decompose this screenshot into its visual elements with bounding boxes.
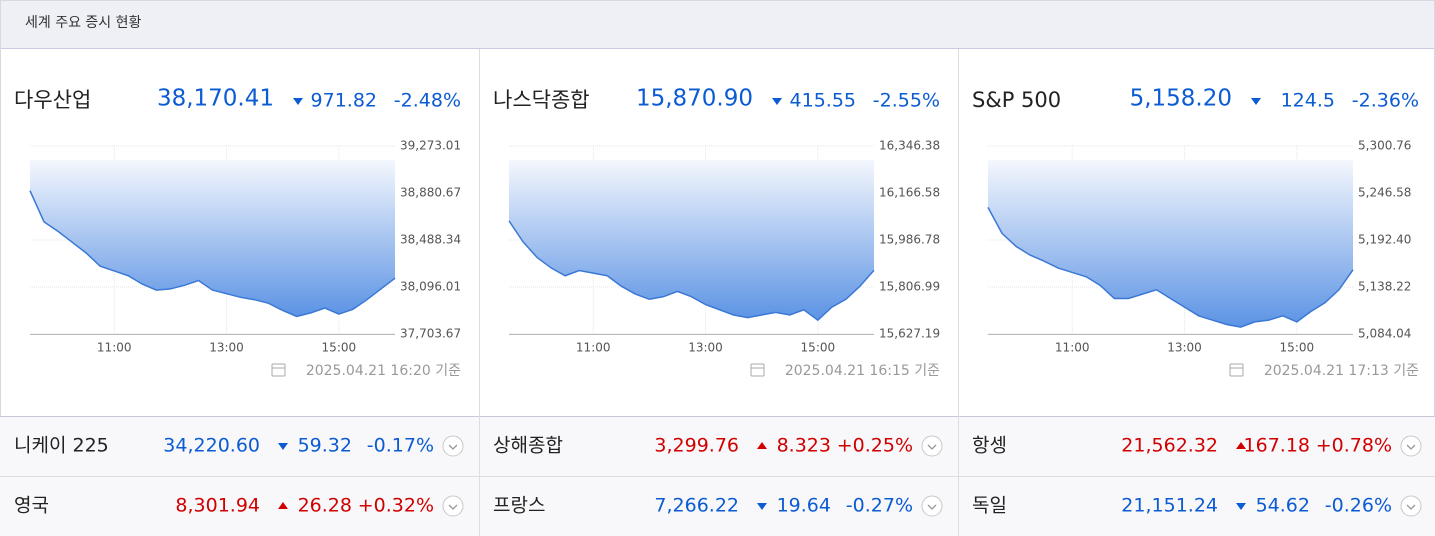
y-tick-label: 15,986.78 <box>879 233 940 247</box>
up-arrow <box>757 442 767 449</box>
price-line <box>29 190 396 318</box>
y-tick-label: 38,488.34 <box>400 233 461 247</box>
x-tick-label: 13:00 <box>688 341 723 355</box>
index-change-pct: -2.48% <box>394 90 461 112</box>
index-change-pct: -2.55% <box>873 90 940 112</box>
y-tick-label: 15,627.19 <box>879 327 940 341</box>
index-change-pct: -2.36% <box>1352 90 1419 112</box>
index-change: 8.323 <box>777 435 831 457</box>
area-fill <box>509 160 874 321</box>
index-change: 971.82 <box>311 90 377 112</box>
x-tick-label: 15:00 <box>322 341 357 355</box>
index-price: 34,220.60 <box>163 435 260 457</box>
y-tick-label: 16,346.38 <box>879 139 940 153</box>
chevron-icon <box>1406 504 1416 510</box>
index-change-pct: +0.78% <box>1316 435 1392 457</box>
chevron-icon <box>1406 444 1416 450</box>
x-tick-label: 15:00 <box>801 341 836 355</box>
index-price: 15,870.90 <box>636 86 753 112</box>
index-name: 프랑스 <box>493 495 545 517</box>
index-price: 5,158.20 <box>1130 86 1232 112</box>
header-bar <box>0 0 1435 48</box>
index-change: 167.18 <box>1244 435 1310 457</box>
up-arrow <box>278 502 288 509</box>
down-arrow <box>772 98 782 105</box>
index-change: 59.32 <box>298 435 352 457</box>
x-tick-label: 11:00 <box>1055 341 1090 355</box>
y-tick-label: 5,084.04 <box>1358 327 1411 341</box>
y-tick-label: 5,192.40 <box>1358 233 1411 247</box>
index-change: 19.64 <box>777 495 831 517</box>
area-fill <box>30 160 395 317</box>
index-name: S&P 500 <box>972 88 1061 112</box>
expand-button[interactable] <box>921 435 943 457</box>
y-tick-label: 16,166.58 <box>879 186 940 200</box>
index-price: 38,170.41 <box>157 86 274 112</box>
index-change-pct: -0.27% <box>846 495 913 517</box>
x-tick-label: 11:00 <box>576 341 611 355</box>
y-tick-label: 38,096.01 <box>400 279 461 293</box>
header-title: 세계 주요 증시 현황 <box>25 15 142 31</box>
expand-button[interactable] <box>442 435 464 457</box>
y-tick-label: 5,300.76 <box>1358 139 1411 153</box>
x-tick-label: 15:00 <box>1280 341 1315 355</box>
expand-button[interactable] <box>1400 435 1422 457</box>
calendar-icon <box>750 363 765 377</box>
down-arrow <box>757 503 767 510</box>
down-arrow <box>293 98 303 105</box>
index-change: 54.62 <box>1256 495 1310 517</box>
timestamp: 2025.04.21 17:13 기준 <box>1264 363 1419 379</box>
expand-button[interactable] <box>1400 495 1422 517</box>
y-tick-label: 15,806.99 <box>879 279 940 293</box>
index-price: 8,301.94 <box>175 495 260 517</box>
area-fill <box>988 160 1353 328</box>
down-arrow <box>278 443 288 450</box>
calendar-icon <box>271 363 286 377</box>
index-price: 3,299.76 <box>654 435 739 457</box>
index-change: 415.55 <box>790 90 856 112</box>
down-arrow <box>1236 503 1246 510</box>
y-tick-label: 39,273.01 <box>400 139 461 153</box>
index-price: 21,562.32 <box>1121 435 1218 457</box>
chevron-icon <box>927 444 937 450</box>
y-tick-label: 38,880.67 <box>400 186 461 200</box>
index-name: 나스닥종합 <box>493 88 590 112</box>
index-name: 니케이 225 <box>14 435 109 457</box>
x-tick-label: 13:00 <box>1167 341 1202 355</box>
index-change-pct: +0.25% <box>837 435 913 457</box>
index-price: 7,266.22 <box>654 495 739 517</box>
index-change-pct: +0.32% <box>358 495 434 517</box>
index-price: 21,151.24 <box>1121 495 1218 517</box>
y-tick-label: 5,246.58 <box>1358 186 1411 200</box>
y-tick-label: 37,703.67 <box>400 327 461 341</box>
timestamp: 2025.04.21 16:15 기준 <box>785 363 940 379</box>
calendar-icon <box>1229 363 1244 377</box>
x-tick-label: 11:00 <box>97 341 132 355</box>
timestamp: 2025.04.21 16:20 기준 <box>306 363 461 379</box>
index-name: 독일 <box>972 495 1007 517</box>
index-name: 항셍 <box>972 435 1007 457</box>
index-name: 상해종합 <box>493 435 563 457</box>
x-tick-label: 13:00 <box>209 341 244 355</box>
chevron-icon <box>448 504 458 510</box>
index-name: 다우산업 <box>14 88 91 112</box>
chevron-icon <box>927 504 937 510</box>
index-change-pct: -0.26% <box>1325 495 1392 517</box>
y-tick-label: 5,138.22 <box>1358 280 1411 294</box>
up-arrow <box>1236 442 1246 449</box>
down-arrow <box>1251 98 1261 105</box>
price-line <box>508 220 875 322</box>
index-change-pct: -0.17% <box>367 435 434 457</box>
expand-button[interactable] <box>921 495 943 517</box>
index-change: 124.5 <box>1281 90 1335 112</box>
index-change: 26.28 <box>298 495 352 517</box>
expand-button[interactable] <box>442 495 464 517</box>
price-line <box>987 207 1354 328</box>
chevron-icon <box>448 444 458 450</box>
index-name: 영국 <box>14 495 49 517</box>
